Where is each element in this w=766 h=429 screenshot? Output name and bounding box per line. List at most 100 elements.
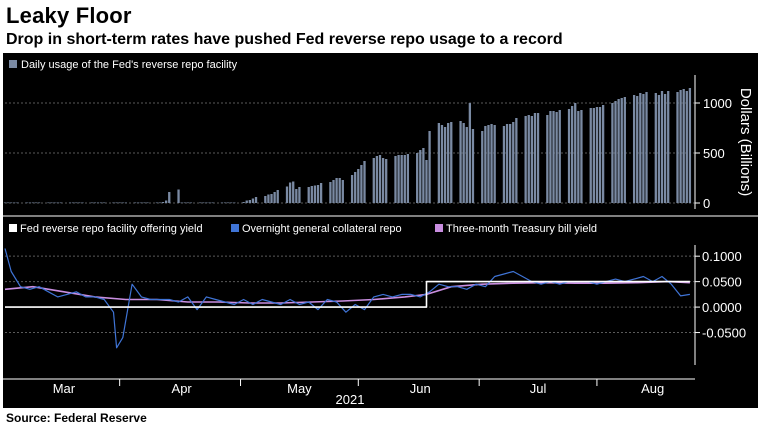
top-y-axis-label: Dollars (Billions) [737,88,754,196]
usage-bar [632,95,636,203]
usage-bar [419,150,422,203]
usage-bar [639,93,642,203]
usage-bar [567,109,571,203]
usage-bar [329,182,332,203]
usage-bar [112,202,115,204]
usage-bar [688,88,692,203]
usage-bar [484,126,487,203]
usage-bar [177,189,180,203]
usage-bar [530,116,533,203]
usage-bar [146,202,149,204]
usage-bar [533,113,537,203]
usage-bar [68,202,72,204]
usage-bar [360,165,363,203]
usage-bar [99,202,103,204]
usage-bar [406,154,410,203]
usage-bar [645,92,648,203]
usage-bar [481,131,484,203]
usage-bar [589,108,592,203]
x-tick-label: Jun [410,381,431,396]
top-y-tick-label: 1000 [703,96,732,111]
usage-bar [422,148,425,203]
top-panel: Daily usage of the Fed's reverse repo fa… [3,59,754,211]
usage-bar [558,110,561,203]
usage-bar [248,200,251,203]
usage-bar [59,202,62,204]
x-tick-label: Jul [530,381,547,396]
usage-bar [226,202,230,204]
usage-bar [56,202,59,204]
usage-bar [140,202,143,204]
legend-item-fed-rrp-yield-swatch [9,224,17,232]
usage-bar [577,111,580,203]
usage-bar [375,156,379,203]
usage-bar [75,202,78,204]
usage-bar [335,178,338,203]
usage-bar [527,115,530,203]
usage-bar [614,101,617,203]
usage-bar [385,159,388,203]
usage-bar [487,125,490,203]
usage-bar [546,115,549,203]
usage-bar [378,155,382,203]
usage-bar [536,113,540,203]
top-y-tick-label: 500 [703,146,725,161]
bottom-gridlines [5,255,695,334]
usage-bar [223,202,227,204]
top-y-tick-label: 0 [703,196,710,211]
bottom-y-tick-label: 0.1000 [702,249,742,264]
usage-bar [28,202,31,204]
usage-bar [316,185,320,203]
usage-bar [319,183,323,203]
usage-bar [611,103,614,203]
x-tick-label: Mar [53,381,76,396]
usage-bar [490,124,493,203]
usage-bar [230,202,233,204]
usage-bar [233,202,236,204]
usage-bar [180,202,183,204]
line-legend: Fed reverse repo facility offering yield… [9,223,597,235]
usage-bar [307,187,310,203]
bottom-y-tick-label: -0.0500 [702,326,746,341]
usage-bar [394,156,397,203]
usage-bar [403,155,406,203]
usage-bar [459,121,462,203]
usage-bar [134,202,137,204]
usage-bar [620,98,623,203]
usage-bar [103,202,106,204]
line-series [4,248,690,349]
usage-bar [397,155,400,203]
usage-bar [270,194,273,203]
x-tick-label: Apr [172,381,193,396]
bottom-y-tick-label: 0.0000 [702,300,742,315]
usage-bar [183,202,186,204]
usage-bar [186,202,189,204]
usage-bar [161,202,165,203]
usage-bar [273,192,276,203]
legend-item-overnight-gc-repo-swatch [231,224,239,232]
usage-bar [595,107,599,203]
usage-bar [143,202,146,204]
usage-bar [25,202,28,204]
usage-bar [341,180,344,203]
usage-bar [462,123,465,203]
usage-bar [357,169,360,203]
legend-label-bar: Daily usage of the Fed's reverse repo fa… [21,59,238,71]
chart-panel: Daily usage of the Fed's reverse repo fa… [3,53,758,408]
usage-bar [208,202,211,204]
x-ticks: Mar Apr May Jun Jul Aug [53,379,664,396]
usage-bar [6,202,10,204]
legend-item-tbill-yield: Three-month Treasury bill yield [446,223,597,235]
usage-bar [505,124,509,203]
usage-bar [115,202,118,204]
bottom-y-ticks: 0.1000 0.0500 0.0000 -0.0500 [695,249,746,341]
usage-bar [601,105,605,203]
usage-bar [592,108,595,203]
usage-bar [676,92,679,203]
usage-bar [168,192,171,203]
usage-bar [471,129,475,203]
usage-bar [78,202,81,204]
legend-item-overnight-gc-repo: Overnight general collateral repo [242,223,402,235]
usage-bar [428,131,431,203]
usage-bar [93,202,97,204]
